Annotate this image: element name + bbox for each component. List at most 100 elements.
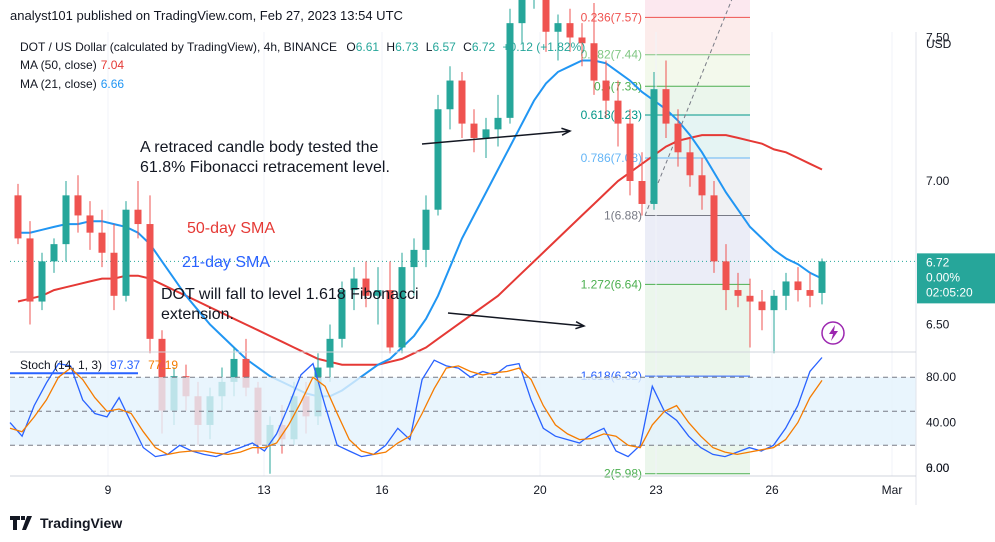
candle-body (98, 232, 106, 253)
candles (14, 0, 826, 474)
time-tick-label: 20 (533, 483, 547, 497)
lightning-icon[interactable] (821, 321, 845, 345)
price-tick-label: 6.00 (926, 461, 950, 475)
fib-level-label: 1.272(6.64) (581, 277, 642, 291)
candle-body (698, 175, 706, 196)
candle-body (458, 80, 466, 124)
fib-level-label: 0.618(7.23) (581, 108, 642, 122)
candle-body (242, 358, 250, 388)
candle-body (554, 23, 562, 32)
ohlc-change: +0.12 (+1.82%) (502, 40, 586, 54)
time-tick-label: Mar (882, 483, 903, 497)
candle-body (734, 290, 742, 296)
ma21-value: 6.66 (100, 77, 125, 91)
fib-band-3 (645, 86, 750, 115)
stoch-tick-label: 0.00 (926, 461, 950, 475)
candle-body (674, 123, 682, 153)
ohlc-close: 6.72 (471, 40, 496, 54)
annotation-extension-line2: extension. (161, 306, 234, 323)
ma50-label: MA (50, close) (20, 58, 97, 72)
candle-body (470, 123, 478, 138)
ohlc-low-label: L (425, 40, 433, 54)
candle-body (818, 261, 826, 293)
price-axis-unit: USD (926, 37, 952, 51)
candle-body (710, 195, 718, 262)
candle-body (650, 89, 658, 204)
annotation-arrows (421, 127, 586, 330)
fib-level-label: 2(5.98) (604, 467, 642, 481)
candle-body (134, 209, 142, 225)
ohlc-low: 6.57 (432, 40, 456, 54)
ohlc-open: 6.61 (355, 40, 380, 54)
stoch-tick-label: 40.00 (926, 416, 956, 430)
candle-body (542, 0, 550, 32)
lightning-icon-glyph (829, 325, 838, 341)
price-tick-label: 6.50 (926, 318, 950, 332)
candle-body (794, 281, 802, 291)
annotation-extension-line1: DOT will fall to level 1.618 Fibonacci (161, 286, 419, 303)
candle-body (578, 37, 586, 44)
candle-body (50, 244, 58, 262)
candle-body (14, 195, 22, 239)
last-price-tag-text: 0.00% (926, 270, 960, 284)
fib-band-7 (645, 284, 750, 377)
candle-body (722, 261, 730, 291)
ohlc-close-label: C (463, 40, 472, 54)
candle-body (230, 358, 238, 382)
annotation-extension: DOT will fall to level 1.618 Fibonacci e… (161, 285, 419, 325)
stochastic-panel (9, 357, 916, 458)
candle-body (146, 224, 154, 339)
last-price-tag-text: 6.72 (926, 255, 950, 269)
fib-band-5 (645, 158, 750, 216)
ma21-label: MA (21, close) (20, 77, 97, 91)
candle-body (398, 267, 406, 348)
fib-band-6 (645, 215, 750, 285)
stoch-k-line (9, 357, 823, 458)
candle-body (374, 290, 382, 296)
time-tick-label: 13 (257, 483, 271, 497)
arrow-to-fib-level (421, 130, 571, 145)
fib-band-1 (645, 17, 750, 55)
legend-ma21[interactable]: MA (21, close) 6.66 (20, 77, 124, 91)
candle-body (806, 290, 814, 296)
candle-body (590, 43, 598, 81)
legend-symbol-row: DOT / US Dollar (calculated by TradingVi… (20, 40, 585, 54)
candle-body (422, 209, 430, 250)
candle-body (506, 23, 514, 118)
axes: USD6.006.507.007.506.720.00%02:05:200.00… (10, 31, 995, 505)
stoch-d-value: 77.19 (148, 358, 179, 372)
time-tick-label: 9 (105, 483, 112, 497)
legend-stoch[interactable]: Stoch (14, 1, 3) 97.37 77.19 (20, 358, 178, 372)
candle-body (86, 215, 94, 233)
annotation-fib-test-line2: 61.8% Fibonacci retracement level. (140, 159, 390, 176)
candle-body (746, 295, 754, 302)
time-tick-label: 23 (649, 483, 663, 497)
time-tick-label: 16 (375, 483, 389, 497)
candle-body (626, 123, 634, 181)
candle-body (758, 301, 766, 311)
candle-body (38, 261, 46, 302)
candle-body (362, 278, 370, 296)
ohlc-high-label: H (386, 40, 396, 54)
annotation-fib-test-line1: A retraced candle body tested the (140, 139, 379, 156)
tradingview-logo[interactable]: TradingView (10, 514, 122, 531)
annotation-sma21: 21-day SMA (182, 254, 271, 271)
annotation-fib-test: A retraced candle body tested the 61.8% … (140, 138, 390, 178)
publish-info: analyst101 published on TradingView.com,… (10, 8, 403, 23)
candle-body (614, 100, 622, 124)
stoch-tick-label: 80.00 (926, 370, 956, 384)
legend-ma50[interactable]: MA (50, close) 7.04 (20, 58, 124, 72)
candle-body (434, 109, 442, 210)
candle-body (770, 295, 778, 311)
candle-body (602, 80, 610, 101)
tradingview-logo-icon (10, 516, 32, 531)
fib-band-0 (645, 0, 750, 18)
last-price-tag-text: 02:05:20 (926, 285, 973, 299)
candle-body (518, 0, 526, 24)
candle-body (494, 117, 502, 130)
ma50-value: 7.04 (100, 58, 125, 72)
fib-level-label: 0.236(7.57) (581, 10, 642, 24)
fib-trend-line (644, 0, 733, 216)
arrow-to-extension (447, 312, 585, 327)
